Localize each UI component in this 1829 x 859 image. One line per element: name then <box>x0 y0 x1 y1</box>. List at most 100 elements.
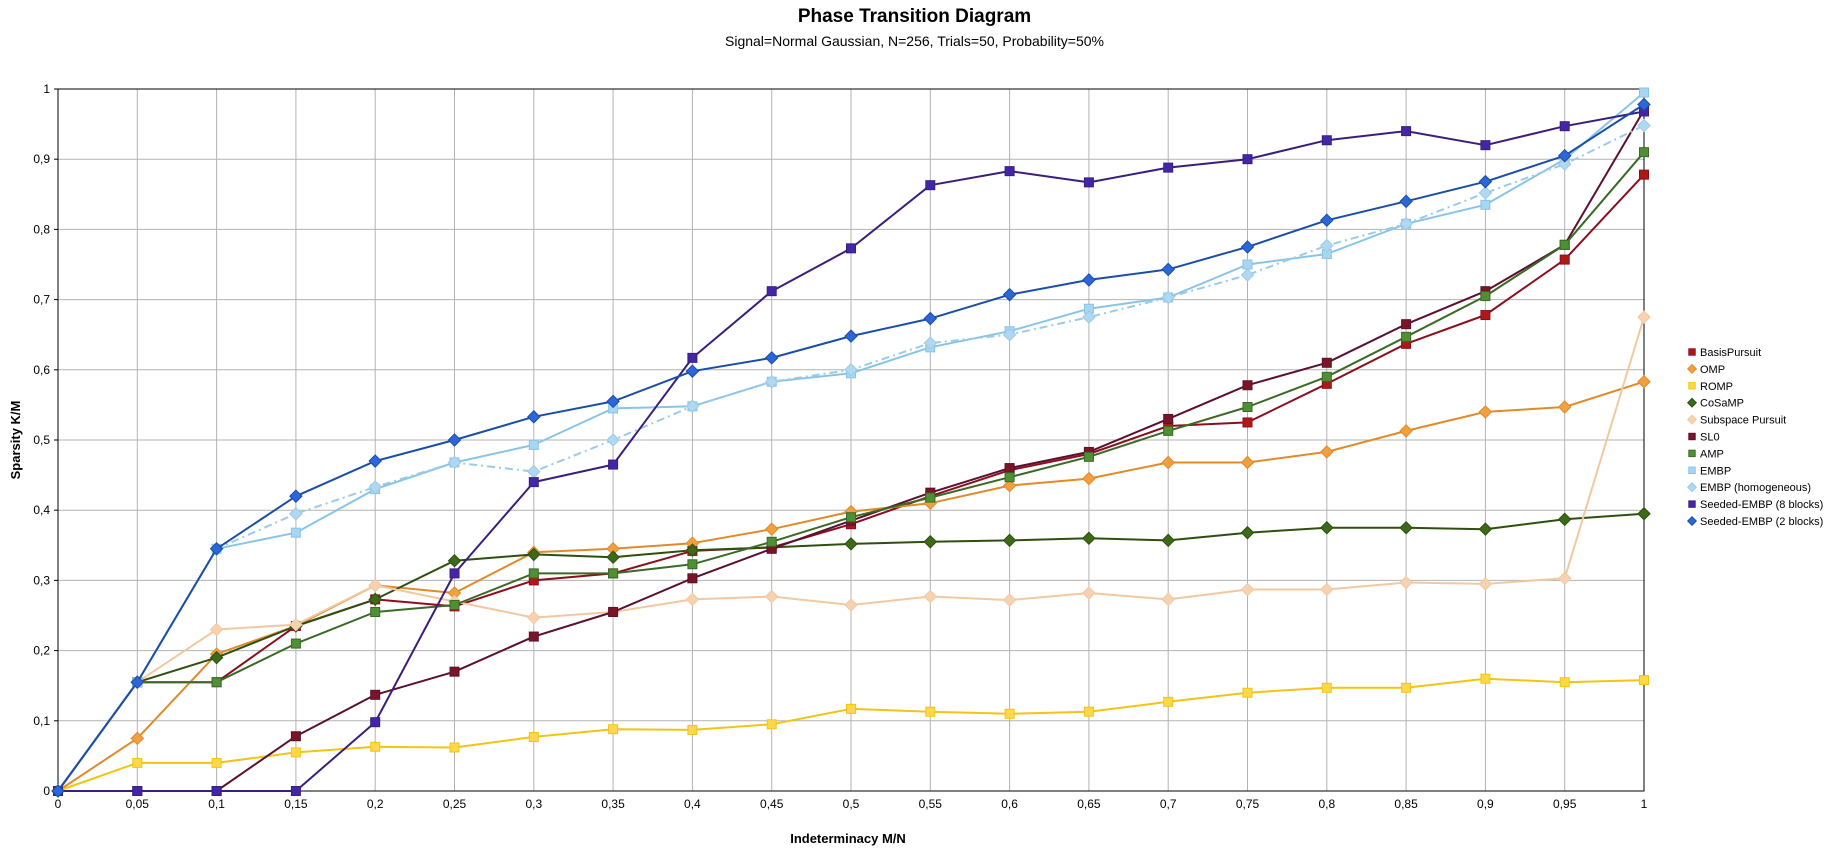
data-point <box>132 786 143 796</box>
legend-label: CoSaMP <box>1700 398 1744 410</box>
series-group <box>51 97 1651 798</box>
axes: 0 0,05 0,1 0,15 0,2 0,25 0,3 0,35 0,4 0,45 0,5 0,55… <box>33 82 1647 811</box>
data-point <box>687 573 698 584</box>
data-point <box>1399 575 1413 590</box>
data-point <box>370 741 381 752</box>
data-point <box>1639 169 1649 180</box>
data-point <box>528 477 539 488</box>
x-tick-label: 1 <box>1641 797 1648 811</box>
data-point <box>1083 177 1094 188</box>
legend-marker <box>1686 414 1698 425</box>
data-point <box>846 512 856 523</box>
data-point <box>846 703 856 714</box>
legend-label: AMP <box>1700 448 1724 460</box>
data-point <box>923 336 938 350</box>
data-point <box>1161 533 1175 548</box>
data-point <box>1083 451 1094 462</box>
data-point <box>290 638 301 649</box>
data-point <box>1478 186 1493 200</box>
data-point <box>1161 290 1175 305</box>
data-point <box>1082 531 1096 546</box>
data-point <box>211 786 222 796</box>
y-tick-label: 0,3 <box>33 573 50 587</box>
data-point <box>1559 239 1570 250</box>
data-point <box>1478 577 1493 591</box>
legend-label: EMBP <box>1700 465 1731 477</box>
data-point <box>449 568 460 579</box>
x-tick-label: 0,55 <box>919 797 943 811</box>
data-point <box>1161 455 1175 470</box>
data-point <box>1242 417 1253 428</box>
y-axis-label: Sparsity K/M <box>8 401 23 480</box>
y-tick-label: 0,1 <box>33 714 50 728</box>
data-point <box>290 786 301 796</box>
data-point <box>606 394 620 409</box>
data-point <box>528 731 539 742</box>
data-point <box>844 537 858 551</box>
data-point <box>1557 400 1572 414</box>
data-point <box>1002 478 1017 493</box>
data-point <box>608 724 619 735</box>
x-tick-label: 0,6 <box>1001 797 1018 811</box>
data-point <box>1478 522 1493 536</box>
data-point <box>1163 413 1174 424</box>
data-point <box>368 578 382 593</box>
data-point <box>846 243 856 254</box>
data-point <box>1320 582 1334 597</box>
data-point <box>209 542 224 556</box>
data-point <box>1401 682 1412 693</box>
data-point <box>1240 525 1255 540</box>
data-point <box>844 598 858 612</box>
data-point <box>1002 287 1017 302</box>
data-point <box>923 535 938 549</box>
x-tick-label: 0,2 <box>367 797 384 811</box>
data-point <box>290 527 301 538</box>
data-point <box>1559 254 1570 265</box>
data-point <box>764 589 779 604</box>
data-point <box>844 363 858 377</box>
data-point <box>1399 520 1413 535</box>
data-point <box>687 352 698 363</box>
data-point <box>1083 706 1094 717</box>
data-point <box>289 506 303 521</box>
data-point <box>608 568 619 579</box>
legend-label: ROMP <box>1700 381 1733 393</box>
data-point <box>447 433 462 447</box>
legend-marker <box>1688 382 1696 390</box>
x-tick-label: 0,7 <box>1160 797 1177 811</box>
data-point <box>1637 97 1651 112</box>
data-point <box>1637 118 1651 133</box>
data-point <box>606 550 620 565</box>
data-point <box>1161 262 1175 277</box>
x-tick-label: 0,15 <box>284 797 308 811</box>
x-axis-label: Indeterminacy M/N <box>790 831 906 846</box>
data-point <box>1163 425 1174 436</box>
data-point <box>209 622 224 637</box>
series-layer <box>51 87 1651 798</box>
data-point <box>528 439 539 450</box>
y-tick-label: 0,8 <box>33 222 50 236</box>
x-tick-label: 0 <box>55 797 62 811</box>
data-point <box>1478 405 1493 419</box>
data-point <box>923 311 938 326</box>
data-point <box>368 480 382 494</box>
y-tick-label: 1 <box>43 82 50 96</box>
x-tick-label: 0,35 <box>601 797 625 811</box>
data-point <box>685 592 700 607</box>
data-point <box>687 724 698 735</box>
series-group <box>53 673 1649 796</box>
legend-label: Seeded-EMBP (8 blocks) <box>1700 499 1823 511</box>
data-point <box>527 410 541 424</box>
data-point <box>211 757 222 768</box>
data-point <box>130 675 145 689</box>
legend-label: Seeded-EMBP (2 blocks) <box>1700 516 1823 528</box>
y-tick-label: 0,5 <box>33 433 50 447</box>
data-point <box>289 617 303 632</box>
data-point <box>1240 455 1255 470</box>
data-point <box>527 610 541 625</box>
x-tick-label: 0,4 <box>684 797 701 811</box>
data-point <box>368 592 382 607</box>
x-tick-label: 0,8 <box>1318 797 1335 811</box>
data-point <box>1557 148 1572 163</box>
data-point <box>447 455 462 470</box>
